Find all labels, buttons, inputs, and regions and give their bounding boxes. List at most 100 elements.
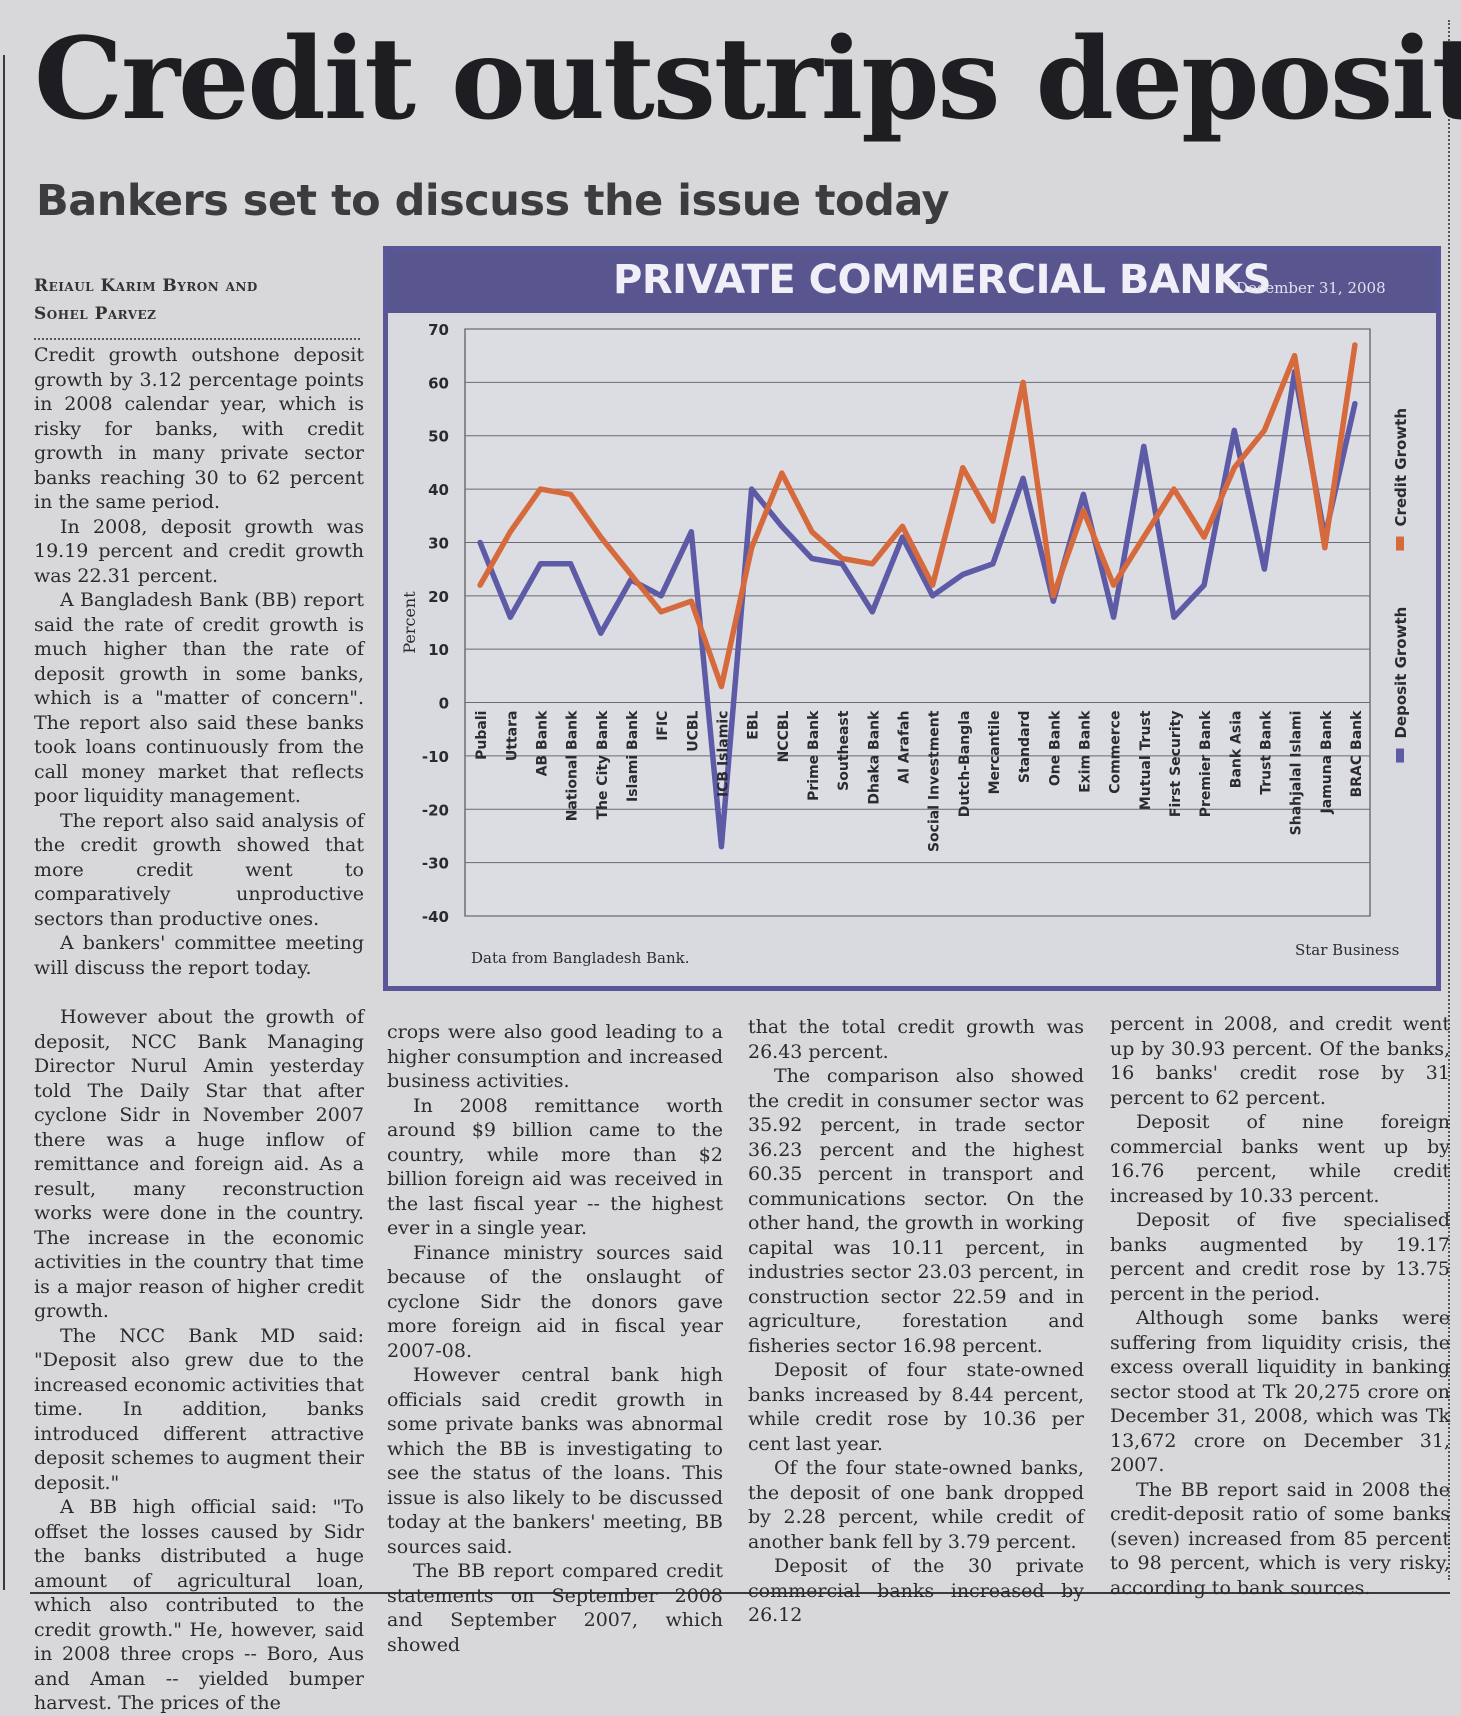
data-point [809, 529, 815, 535]
x-category-label: Trust Bank [1258, 710, 1274, 795]
x-category-label: Uttara [504, 711, 520, 762]
paragraph: The report also said analysis of the cre… [34, 809, 364, 930]
data-point [598, 630, 604, 636]
article-column-2: crops were also good leading to a higher… [387, 1020, 723, 1657]
x-category-label: Mercantile [987, 711, 1003, 795]
data-point [1201, 534, 1207, 540]
data-point [930, 582, 936, 588]
article-column-1-lower: However about the growth of deposit, NCC… [34, 1005, 364, 1716]
data-point [1352, 401, 1358, 407]
paragraph: percent in 2008, and credit went up by 3… [1110, 1013, 1450, 1109]
y-tick-label: 70 [428, 321, 449, 339]
data-point [960, 465, 966, 471]
paragraph: A BB high official said: "To offset the … [34, 1496, 364, 1714]
x-category-label: EBL [746, 710, 762, 739]
left-column-rule [3, 55, 5, 1590]
x-category-label: Exim Bank [1077, 710, 1093, 793]
data-point [779, 523, 785, 529]
x-category-label: First Security [1168, 711, 1184, 818]
data-point [1322, 545, 1328, 551]
x-category-label: Islami Bank [625, 710, 641, 802]
x-category-label: Commerce [1108, 711, 1124, 794]
data-point [809, 555, 815, 561]
data-point [1050, 598, 1056, 604]
y-axis-title: Percent [400, 591, 419, 654]
paragraph: The comparison also showed the credit in… [748, 1065, 1084, 1357]
data-point [1352, 342, 1358, 348]
y-tick-label: -10 [422, 748, 449, 766]
data-point [477, 582, 483, 588]
data-point [688, 598, 694, 604]
x-category-label: Social Investment [927, 710, 943, 852]
x-category-label: The City Bank [595, 710, 611, 820]
article-column-1-upper: Credit growth outshone deposit growth by… [34, 343, 364, 980]
x-category-label: Southeast [836, 710, 852, 791]
byline-divider [34, 338, 360, 340]
article-column-3: that the total credit growth was 26.43 p… [748, 1015, 1084, 1628]
data-point [507, 614, 513, 620]
paragraph: The BB report said in 2008 the credit-de… [1110, 1478, 1450, 1599]
paragraph: that the total credit growth was 26.43 p… [748, 1016, 1084, 1063]
data-point [1171, 614, 1177, 620]
line-chart: 70 60 50 40 30 20 10 0 -10 -20 -30 -40 Percent Pubali… [400, 321, 1410, 926]
x-category-label: AB Bank [534, 710, 550, 776]
data-point [568, 561, 574, 567]
data-point [869, 609, 875, 615]
article-column-4: percent in 2008, and credit went up by 3… [1110, 1012, 1450, 1600]
data-point [718, 844, 724, 850]
data-point [930, 593, 936, 599]
y-tick-label: -30 [422, 855, 449, 873]
data-point [779, 470, 785, 476]
x-category-label: Prime Bank [806, 710, 822, 801]
x-category-label: Standard [1017, 711, 1033, 784]
data-point [1231, 427, 1237, 433]
data-point [1080, 491, 1086, 497]
subheadline: Bankers set to discuss the issue today [36, 176, 950, 226]
data-point [507, 529, 513, 535]
data-point [537, 486, 543, 492]
paragraph: However central bank high officials said… [387, 1364, 723, 1558]
x-category-label: Shahjalal Islami [1289, 711, 1305, 836]
y-tick-label: -40 [422, 908, 449, 926]
x-category-label: Pubali [474, 711, 490, 760]
x-category-label: Dhaka Bank [866, 710, 882, 805]
paragraph: Credit growth outshone deposit growth by… [34, 344, 364, 513]
data-point [1201, 582, 1207, 588]
x-category-label: Premier Bank [1198, 710, 1214, 817]
chart-box: PRIVATE COMMERCIAL BANKS December 31, 20… [383, 246, 1441, 991]
x-category-label: Dutch-Bangla [957, 711, 973, 818]
x-category-label: Mutual Trust [1138, 710, 1154, 810]
headline: Credit outstrips deposit [34, 14, 1461, 145]
series-line-deposit [477, 368, 1358, 850]
x-category-label: Bank Asia [1228, 711, 1244, 789]
data-point [718, 684, 724, 690]
data-point [990, 518, 996, 524]
legend-label: Credit Growth [1392, 408, 1410, 527]
paragraph: In 2008, deposit growth was 19.19 percen… [34, 515, 364, 587]
x-category-label: UCBL [685, 710, 701, 751]
paragraph: Of the four state-owned banks, the depos… [748, 1457, 1084, 1553]
y-tick-label: 50 [428, 428, 449, 446]
data-point [1080, 507, 1086, 513]
y-tick-label: 40 [428, 481, 449, 499]
paragraph: A Bangladesh Bank (BB) report said the r… [34, 589, 364, 807]
legend-swatch [1396, 748, 1404, 763]
x-category-label: Al Arafah [896, 711, 912, 784]
data-point [1020, 379, 1026, 385]
paragraph: A bankers' committee meeting will discus… [34, 932, 364, 979]
y-tick-label: -20 [422, 801, 449, 819]
legend-swatch [1396, 536, 1404, 551]
data-point [1171, 486, 1177, 492]
x-category-label: BRAC Bank [1349, 710, 1365, 798]
right-dotted-border [1448, 20, 1450, 1580]
y-tick-label: 10 [428, 641, 449, 659]
data-point [1020, 475, 1026, 481]
y-tick-label: 0 [439, 695, 449, 713]
data-point [688, 529, 694, 535]
data-point [1111, 614, 1117, 620]
paragraph: crops were also good leading to a higher… [387, 1021, 723, 1092]
paragraph: In 2008 remittance worth around $9 billi… [387, 1094, 723, 1240]
data-point [658, 593, 664, 599]
data-point [899, 534, 905, 540]
legend-label: Deposit Growth [1392, 607, 1410, 739]
